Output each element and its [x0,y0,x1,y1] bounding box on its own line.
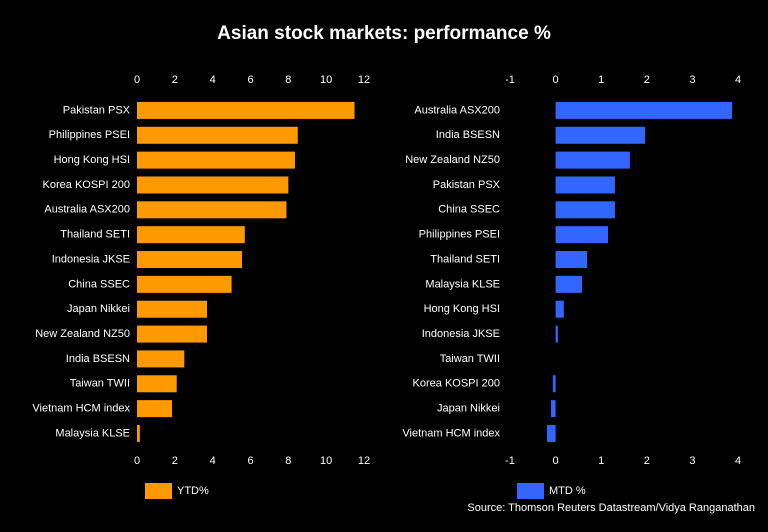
bar [555,101,733,119]
bar [555,126,645,144]
y-tick-label: Pakistan PSX [433,179,501,191]
y-tick-label: Indonesia JKSE [52,253,130,265]
bar [551,400,556,418]
x-tick-label: 2 [644,455,650,467]
x-tick-label: -1 [505,455,515,467]
bar [555,176,615,194]
bar [137,325,207,343]
bar [555,201,615,219]
y-tick-label: China SSEC [68,278,130,290]
x-tick-label: 3 [689,455,695,467]
y-tick-label: Korea KOSPI 200 [413,378,500,390]
y-tick-label: Malaysia KLSE [425,278,500,290]
y-tick-label: Australia ASX200 [44,204,130,216]
bar [555,226,609,244]
y-tick-label: Vietnam HCM index [402,427,500,439]
bar [137,126,298,144]
bar [555,300,564,318]
y-tick-label: India BSESN [436,129,500,141]
x-tick-label: 6 [247,455,253,467]
x-tick-label: 1 [598,74,604,86]
bar [137,400,172,418]
y-tick-label: Indonesia JKSE [422,328,500,340]
y-tick-label: Hong Kong HSI [54,154,130,166]
legend-label: MTD % [549,485,586,497]
y-tick-label: Malaysia KLSE [55,427,130,439]
legend-swatch [145,483,172,499]
bar [555,275,583,293]
x-tick-label: 0 [134,74,140,86]
x-tick-label: 4 [735,74,741,86]
bar [137,251,242,269]
y-tick-label: Thailand SETI [430,253,500,265]
source: Source: Thomson Reuters Datastream/Vidya… [467,502,755,514]
bar [137,300,207,318]
y-tick-label: New Zealand NZ50 [35,328,130,340]
bar [137,226,245,244]
y-tick-label: Australia ASX200 [414,104,500,116]
bar [555,325,558,343]
bar [552,375,556,393]
y-tick-label: Philippines PSEI [419,229,500,241]
x-tick-label: 8 [285,74,291,86]
y-tick-label: Pakistan PSX [63,104,131,116]
bar [137,201,287,219]
bar [137,350,185,368]
bar [137,101,355,119]
y-tick-label: New Zealand NZ50 [405,154,500,166]
x-tick-label: 12 [358,455,370,467]
x-tick-label: 0 [553,74,559,86]
bar [137,151,295,169]
bar [555,251,588,269]
x-tick-label: 3 [689,74,695,86]
x-tick-label: 2 [172,74,178,86]
x-tick-label: 6 [247,74,253,86]
y-tick-label: Taiwan TWII [440,353,500,365]
x-tick-label: 4 [210,455,216,467]
y-tick-label: Thailand SETI [60,229,130,241]
chart-title: Asian stock markets: performance % [217,23,551,44]
y-tick-label: Hong Kong HSI [424,303,500,315]
bar [546,424,556,442]
y-tick-label: Taiwan TWII [70,378,130,390]
legend-swatch [517,483,544,499]
y-tick-label: India BSESN [66,353,130,365]
bar [555,151,630,169]
y-tick-label: Philippines PSEI [49,129,130,141]
bar [137,375,177,393]
x-tick-label: 10 [320,455,332,467]
x-tick-label: 0 [553,455,559,467]
y-tick-label: China SSEC [438,204,500,216]
x-tick-label: 8 [285,455,291,467]
bar [137,176,289,194]
x-tick-label: 10 [320,74,332,86]
x-tick-label: 2 [172,455,178,467]
bar [137,424,140,442]
y-tick-label: Japan Nikkei [67,303,130,315]
x-tick-label: 4 [210,74,216,86]
x-tick-label: -1 [505,74,515,86]
bar [137,275,232,293]
y-tick-label: Korea KOSPI 200 [43,179,130,191]
x-tick-label: 2 [644,74,650,86]
x-tick-label: 0 [134,455,140,467]
x-tick-label: 12 [358,74,370,86]
legend-label: YTD% [177,485,209,497]
y-tick-label: Vietnam HCM index [32,403,130,415]
x-tick-label: 4 [735,455,741,467]
x-tick-label: 1 [598,455,604,467]
y-tick-label: Japan Nikkei [437,403,500,415]
